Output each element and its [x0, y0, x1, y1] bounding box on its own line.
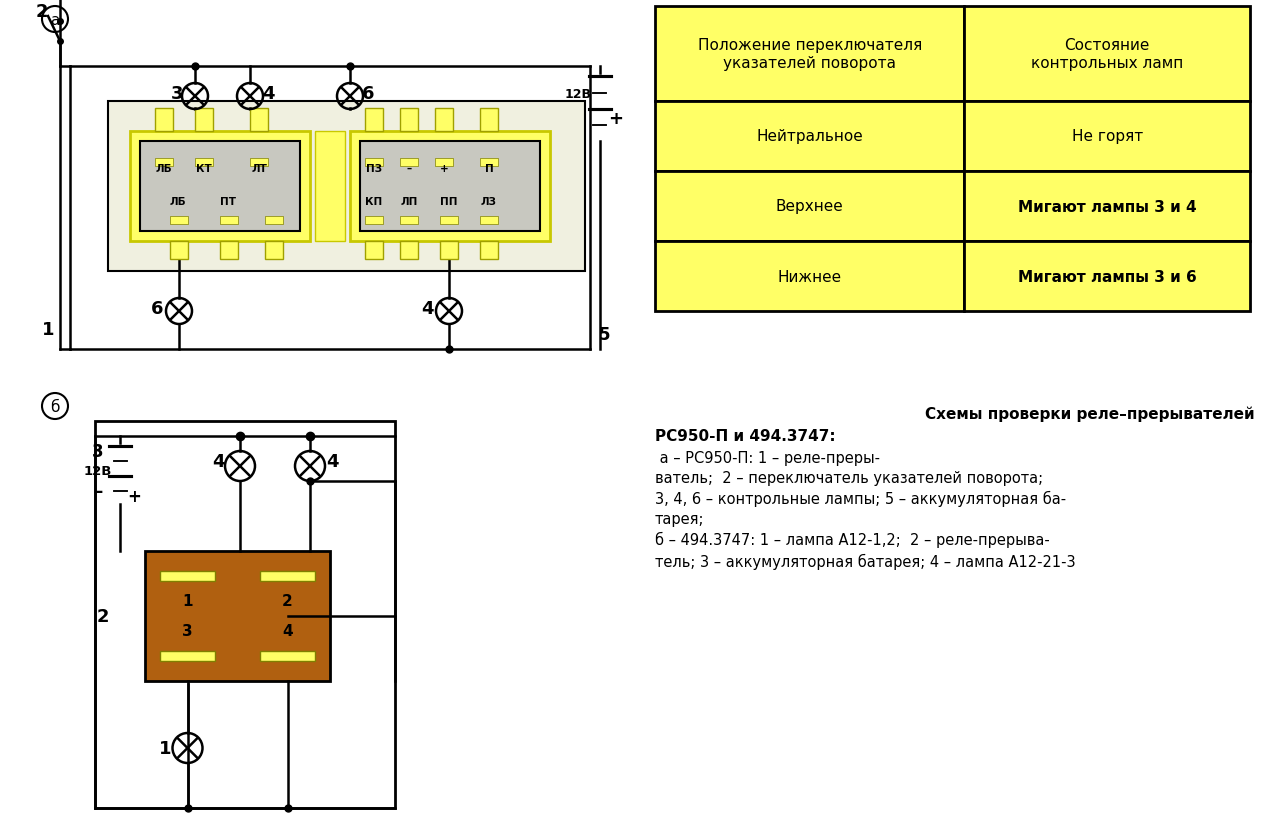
Bar	[364, 217, 384, 225]
Bar	[480, 242, 498, 260]
Bar	[480, 217, 498, 225]
Bar	[964, 7, 1250, 102]
Text: +: +	[439, 164, 448, 174]
Text: 4: 4	[325, 452, 338, 471]
Bar	[250, 159, 268, 167]
Text: +: +	[608, 110, 624, 128]
Text: 4: 4	[212, 452, 225, 471]
Bar	[145, 551, 330, 681]
Bar	[439, 242, 458, 260]
Bar	[964, 102, 1250, 171]
Text: ЛБ: ЛБ	[156, 164, 173, 174]
Bar	[160, 651, 215, 661]
Text: 2: 2	[36, 3, 48, 21]
Bar	[655, 171, 964, 242]
Text: Мигают лампы 3 и 6: Мигают лампы 3 и 6	[1017, 269, 1196, 284]
Text: 4: 4	[420, 299, 433, 318]
Text: 1: 1	[42, 321, 55, 339]
Bar	[260, 571, 315, 581]
Bar	[655, 102, 964, 171]
Bar	[155, 109, 173, 132]
Text: Верхнее: Верхнее	[776, 199, 843, 214]
Text: 12В: 12В	[564, 89, 592, 101]
Bar	[196, 159, 213, 167]
Text: а: а	[51, 13, 60, 28]
Bar	[359, 142, 540, 232]
Bar	[480, 159, 498, 167]
Bar	[170, 217, 188, 225]
Bar	[439, 217, 458, 225]
Bar	[155, 159, 173, 167]
Text: П: П	[485, 164, 493, 174]
Bar	[364, 109, 384, 132]
Text: ПТ: ПТ	[220, 196, 236, 206]
Text: а – РС950-П: 1 – реле-преры-
ватель;  2 – переключатель указателей поворота;
3, : а – РС950-П: 1 – реле-преры- ватель; 2 –…	[655, 451, 1076, 569]
Bar	[400, 217, 418, 225]
Text: 5: 5	[599, 325, 611, 344]
Bar	[265, 217, 283, 225]
Text: –: –	[94, 482, 102, 501]
Bar	[655, 7, 964, 102]
Bar	[108, 102, 585, 272]
Text: –: –	[406, 164, 411, 174]
Text: Положение переключателя
указателей поворота: Положение переключателя указателей повор…	[697, 38, 922, 70]
Bar	[250, 109, 268, 132]
Bar	[436, 109, 453, 132]
Text: 6: 6	[362, 85, 375, 103]
Text: 3: 3	[170, 85, 183, 103]
Bar	[400, 242, 418, 260]
Text: 1: 1	[183, 594, 193, 609]
Text: 12В: 12В	[84, 465, 112, 478]
Bar	[351, 132, 550, 242]
Text: 3: 3	[182, 624, 193, 639]
Bar	[130, 132, 310, 242]
Text: Состояние
контрольных ламп: Состояние контрольных ламп	[1031, 38, 1184, 70]
Text: 6: 6	[151, 299, 164, 318]
Text: ПЗ: ПЗ	[366, 164, 382, 174]
Bar	[964, 171, 1250, 242]
Text: Схемы проверки реле–прерывателей: Схемы проверки реле–прерывателей	[926, 406, 1255, 422]
Bar	[265, 242, 283, 260]
Text: б: б	[51, 399, 60, 414]
Text: ЛТ: ЛТ	[251, 164, 267, 174]
Text: Нижнее: Нижнее	[777, 269, 842, 284]
Bar	[364, 242, 384, 260]
Bar	[220, 242, 237, 260]
Text: +: +	[127, 487, 141, 506]
Text: Не горят: Не горят	[1072, 130, 1143, 145]
Bar	[260, 651, 315, 661]
Text: 2: 2	[97, 607, 109, 625]
Text: Мигают лампы 3 и 4: Мигают лампы 3 и 4	[1017, 199, 1196, 214]
Bar	[196, 109, 213, 132]
Bar	[95, 421, 395, 808]
Bar	[140, 142, 300, 232]
Bar	[364, 159, 384, 167]
Text: Нейтральное: Нейтральное	[757, 130, 864, 145]
Text: КТ: КТ	[196, 164, 212, 174]
Bar	[436, 159, 453, 167]
Bar	[655, 242, 964, 312]
Text: ПП: ПП	[441, 196, 457, 206]
Bar	[170, 242, 188, 260]
Text: ЛП: ЛП	[400, 196, 418, 206]
Bar	[964, 242, 1250, 312]
Bar	[480, 109, 498, 132]
Text: КП: КП	[366, 196, 382, 206]
Text: ЛЗ: ЛЗ	[481, 196, 497, 206]
Text: 3: 3	[93, 442, 104, 461]
Bar	[400, 109, 418, 132]
Text: ЛБ: ЛБ	[170, 196, 187, 206]
Bar	[220, 217, 237, 225]
Text: 1: 1	[159, 739, 171, 757]
Bar	[315, 132, 345, 242]
Bar	[160, 571, 215, 581]
Text: 4: 4	[282, 624, 293, 639]
Text: 4: 4	[262, 85, 274, 103]
Text: 2: 2	[282, 594, 293, 609]
Bar	[400, 159, 418, 167]
Text: РС950-П и 494.3747:: РС950-П и 494.3747:	[655, 429, 836, 443]
